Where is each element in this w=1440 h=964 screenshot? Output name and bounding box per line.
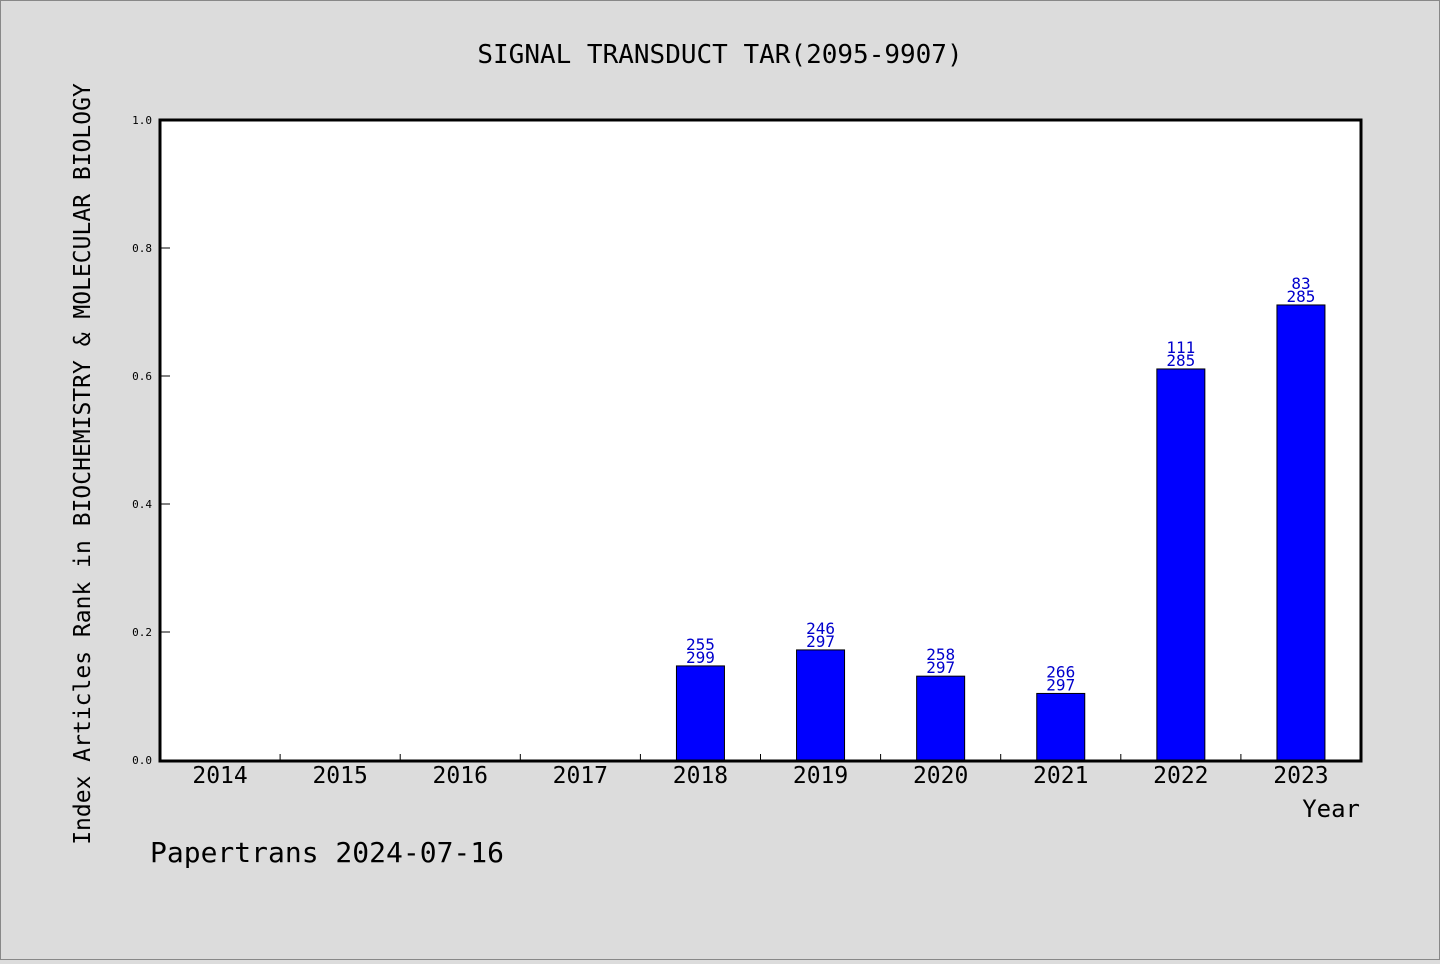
bar-2021 <box>1036 692 1086 761</box>
bar-2020 <box>916 675 966 761</box>
bar-2019 <box>796 649 846 761</box>
chart-title: SIGNAL TRANSDUCT TAR(2095-9907) <box>477 40 962 70</box>
bar-total-label: 299 <box>686 648 715 667</box>
bar-rank-label: 258 <box>926 645 955 664</box>
x-tick-label: 2015 <box>312 763 367 789</box>
y-tick-label: 1.0 <box>132 114 152 127</box>
y-axis-label: Index Articles Rank in BIOCHEMISTRY & MO… <box>70 83 96 845</box>
x-tick-label: 2018 <box>673 763 728 789</box>
x-tick-label: 2021 <box>1033 763 1088 789</box>
x-axis-label: Year <box>1302 795 1360 823</box>
bar-rank-label: 266 <box>1046 662 1075 681</box>
x-tick-label: 2022 <box>1153 763 1208 789</box>
y-tick-label: 0.4 <box>132 498 152 511</box>
bar-total-label: 297 <box>926 658 955 677</box>
y-tick-label: 0.6 <box>132 370 152 383</box>
bar-2023 <box>1276 304 1326 761</box>
x-tick-label: 2019 <box>793 763 848 789</box>
x-tick-label: 2017 <box>553 763 608 789</box>
bar-total-label: 285 <box>1166 351 1195 370</box>
bar-rank-label: 111 <box>1166 338 1195 357</box>
y-tick-label: 0.8 <box>132 242 152 255</box>
x-tick-label: 2020 <box>913 763 968 789</box>
footer-credit: Papertrans 2024-07-16 <box>150 836 504 869</box>
bar-rank-label: 255 <box>686 635 715 654</box>
x-axis-ticks: 2014 2015 2016 2017 2018 2019 2020 2021 2022 2023 <box>192 754 1329 789</box>
plot-border <box>158 118 1363 763</box>
bar-2022 <box>1156 368 1206 761</box>
y-tick-label: 0.0 <box>132 754 152 767</box>
bars <box>675 304 1326 761</box>
bar-rank-label: 83 <box>1291 274 1310 293</box>
y-axis-ticks: 0.0 0.2 0.4 0.6 0.8 1.0 <box>132 114 170 767</box>
y-tick-label: 0.2 <box>132 626 152 639</box>
bar-total-label: 285 <box>1286 287 1315 306</box>
x-tick-label: 2023 <box>1273 763 1328 789</box>
x-tick-label: 2014 <box>192 763 247 789</box>
bar-2018 <box>675 665 725 761</box>
x-tick-label: 2016 <box>433 763 488 789</box>
bar-total-label: 297 <box>1046 675 1075 694</box>
bar-rank-label: 246 <box>806 619 835 638</box>
bar-total-label: 297 <box>806 632 835 651</box>
